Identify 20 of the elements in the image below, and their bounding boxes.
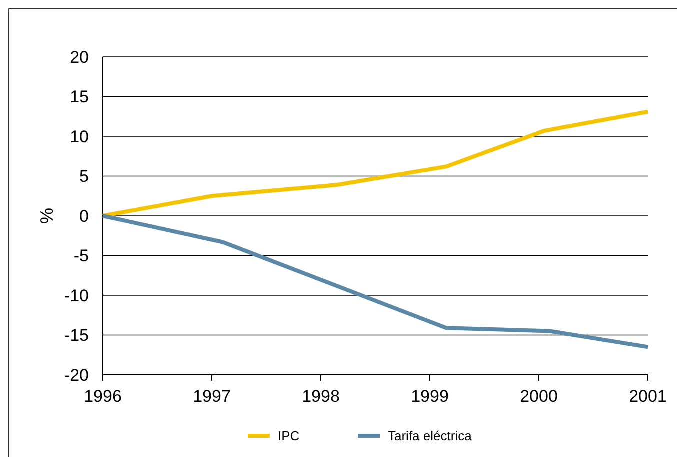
- y-axis-title: %: [37, 208, 57, 224]
- y-tick-label: -10: [64, 286, 89, 306]
- x-tick-label: 1999: [411, 387, 449, 406]
- x-tick-label: 2001: [629, 387, 667, 406]
- y-tick-label: -15: [64, 326, 89, 346]
- y-tick-label: -5: [74, 246, 89, 266]
- line-series: [101, 214, 650, 350]
- legend-label: IPC: [278, 428, 300, 444]
- x-tick-label: 1997: [193, 387, 231, 406]
- x-tick-label: 1996: [84, 387, 122, 406]
- x-tick-label: 2000: [520, 387, 558, 406]
- y-tick-label: 10: [70, 127, 89, 146]
- legend-label: Tarifa eléctrica: [388, 428, 473, 444]
- y-tick-label: 15: [70, 88, 89, 107]
- y-tick-label: 20: [70, 48, 89, 67]
- y-tick-label: 5: [80, 167, 89, 186]
- x-tick-label: 1998: [302, 387, 340, 406]
- line-series: [101, 110, 650, 218]
- y-tick-label: 0: [80, 206, 89, 226]
- y-tick-label: -20: [64, 366, 89, 385]
